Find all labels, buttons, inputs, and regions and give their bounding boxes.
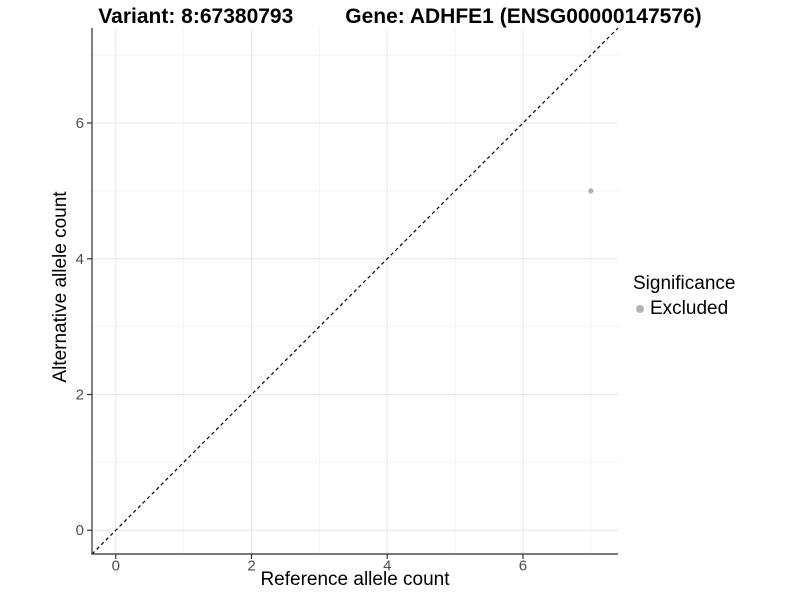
plot-title-variant: Variant: 8:67380793	[98, 5, 294, 28]
plot-title: Variant: 8:67380793 Gene: ADHFE1 (ENSG00…	[0, 5, 800, 29]
x-tick-label: 6	[519, 558, 527, 575]
x-axis-title: Reference allele count	[260, 569, 450, 590]
excluded-point-icon	[636, 305, 644, 313]
data-point	[588, 188, 594, 194]
legend-item-excluded: Excluded	[633, 298, 735, 320]
y-tick-label: 2	[76, 387, 84, 404]
y-tick-label: 0	[76, 522, 84, 539]
x-tick-label: 4	[383, 558, 391, 575]
identity-line	[91, 27, 619, 555]
legend-title: Significance	[633, 273, 736, 294]
x-tick-label: 0	[112, 558, 120, 575]
legend-item-label: Excluded	[650, 298, 729, 319]
plot-title-gene: Gene: ADHFE1 (ENSG00000147576)	[345, 5, 702, 28]
legend: Significance Excluded	[633, 272, 735, 320]
y-tick-label: 4	[76, 251, 84, 268]
y-tick-label: 6	[76, 115, 84, 132]
y-axis-title: Alternative allele count	[50, 191, 71, 383]
x-tick-label: 2	[247, 558, 255, 575]
